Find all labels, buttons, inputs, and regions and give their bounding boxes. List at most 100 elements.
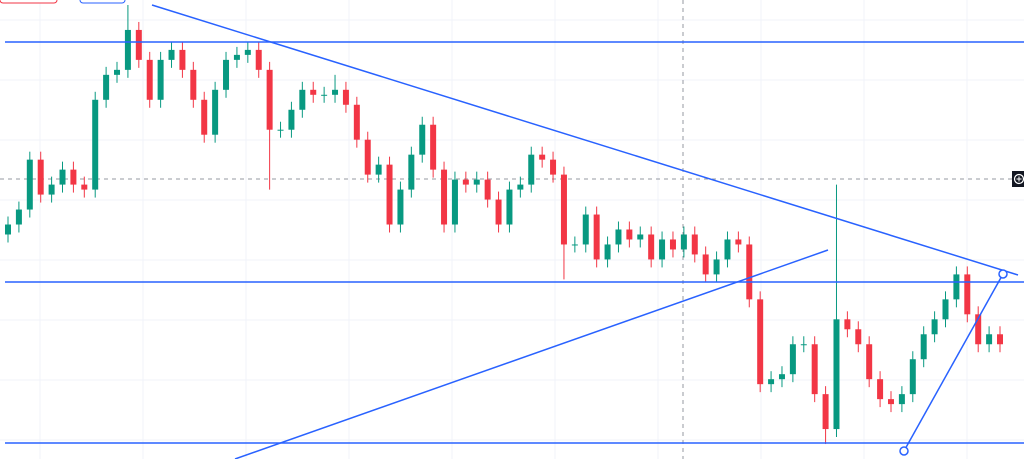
candle-body bbox=[386, 164, 393, 225]
candle-body bbox=[266, 69, 273, 130]
candle-body bbox=[735, 239, 742, 245]
candle-body bbox=[898, 394, 905, 405]
candle-body bbox=[462, 179, 469, 185]
add-button[interactable] bbox=[1012, 171, 1024, 187]
candle-body bbox=[691, 234, 698, 255]
candle-body bbox=[615, 229, 622, 245]
candle-body bbox=[517, 184, 524, 190]
candle-body bbox=[353, 104, 360, 140]
candle-body bbox=[26, 159, 33, 210]
candle-body bbox=[593, 214, 600, 260]
candle-body bbox=[310, 89, 317, 95]
candle-body bbox=[342, 89, 349, 105]
candle-body bbox=[866, 344, 873, 380]
candle-body bbox=[789, 344, 796, 375]
candle-body bbox=[430, 124, 437, 170]
candle-body bbox=[451, 179, 458, 225]
trend-line bbox=[903, 273, 1004, 452]
candle-body bbox=[37, 159, 44, 195]
candle-body bbox=[669, 239, 676, 250]
candle-body bbox=[931, 319, 938, 335]
candle-body bbox=[550, 159, 557, 175]
candle-body bbox=[277, 129, 284, 131]
candle-body bbox=[975, 314, 982, 345]
candles bbox=[5, 4, 1003, 445]
candle-body bbox=[103, 74, 110, 100]
candle-body bbox=[484, 179, 491, 200]
candle-body bbox=[800, 344, 807, 346]
handle[interactable] bbox=[998, 269, 1008, 279]
candle-body bbox=[397, 189, 404, 225]
candle-body bbox=[986, 334, 993, 345]
candle-body bbox=[528, 154, 535, 185]
candle-body bbox=[909, 359, 916, 395]
trend-line bbox=[151, 4, 1019, 276]
candle-body bbox=[233, 54, 240, 60]
candle-body bbox=[877, 379, 884, 400]
handle[interactable] bbox=[899, 446, 909, 456]
candle-body bbox=[713, 259, 720, 275]
toolbar-button[interactable] bbox=[79, 0, 126, 4]
candle-body bbox=[5, 224, 11, 235]
candle-body bbox=[244, 49, 251, 55]
candle-body bbox=[626, 229, 633, 240]
candle-body bbox=[408, 154, 415, 190]
candle-body bbox=[70, 169, 77, 185]
candle-body bbox=[811, 344, 818, 395]
candle-body bbox=[844, 319, 851, 330]
candle-body bbox=[560, 174, 567, 245]
candle-body bbox=[288, 109, 295, 130]
candle-body bbox=[604, 244, 611, 260]
candle-body bbox=[114, 69, 121, 75]
candle-body bbox=[833, 319, 840, 430]
candle-body bbox=[582, 214, 589, 245]
toolbar-button[interactable] bbox=[0, 0, 58, 4]
candle-body bbox=[997, 334, 1003, 345]
candle-body bbox=[571, 244, 578, 246]
candle-body bbox=[168, 49, 175, 60]
candle-body bbox=[702, 254, 709, 275]
candle-body bbox=[332, 89, 339, 95]
candle-body bbox=[953, 274, 960, 300]
candle-body bbox=[48, 184, 55, 195]
candle-body bbox=[375, 164, 382, 175]
candle-body bbox=[157, 59, 164, 100]
candle-body bbox=[124, 29, 131, 70]
candle-body bbox=[419, 124, 426, 155]
candle-body bbox=[887, 399, 894, 405]
candle-body bbox=[659, 239, 666, 260]
drawings bbox=[5, 4, 1024, 459]
candle-body bbox=[321, 94, 328, 96]
candle-body bbox=[768, 379, 775, 385]
candle-body bbox=[778, 374, 785, 380]
candle-body bbox=[746, 244, 753, 300]
candle-body bbox=[92, 99, 99, 190]
candle-body bbox=[59, 169, 66, 185]
candle-body bbox=[201, 99, 208, 135]
candle-body bbox=[190, 69, 197, 100]
candle-body bbox=[495, 199, 502, 225]
candle-body bbox=[81, 184, 88, 190]
candle-body bbox=[223, 59, 230, 90]
candle-body bbox=[473, 179, 480, 185]
candle-body bbox=[135, 29, 142, 60]
candle-body bbox=[212, 89, 219, 135]
candle-body bbox=[255, 49, 262, 70]
candle-body bbox=[964, 274, 971, 315]
candle-body bbox=[539, 154, 546, 160]
trend-line bbox=[234, 249, 829, 459]
candle-body bbox=[299, 89, 306, 110]
candle-body bbox=[680, 234, 687, 250]
candle-body bbox=[146, 59, 153, 100]
candle-body bbox=[506, 189, 513, 225]
candle-body bbox=[920, 334, 927, 360]
candle-body bbox=[942, 299, 949, 320]
candle-body bbox=[637, 234, 644, 240]
candle-body bbox=[724, 239, 731, 260]
candle-body bbox=[364, 139, 371, 175]
candle-body bbox=[822, 394, 829, 430]
candle-body bbox=[648, 234, 655, 260]
